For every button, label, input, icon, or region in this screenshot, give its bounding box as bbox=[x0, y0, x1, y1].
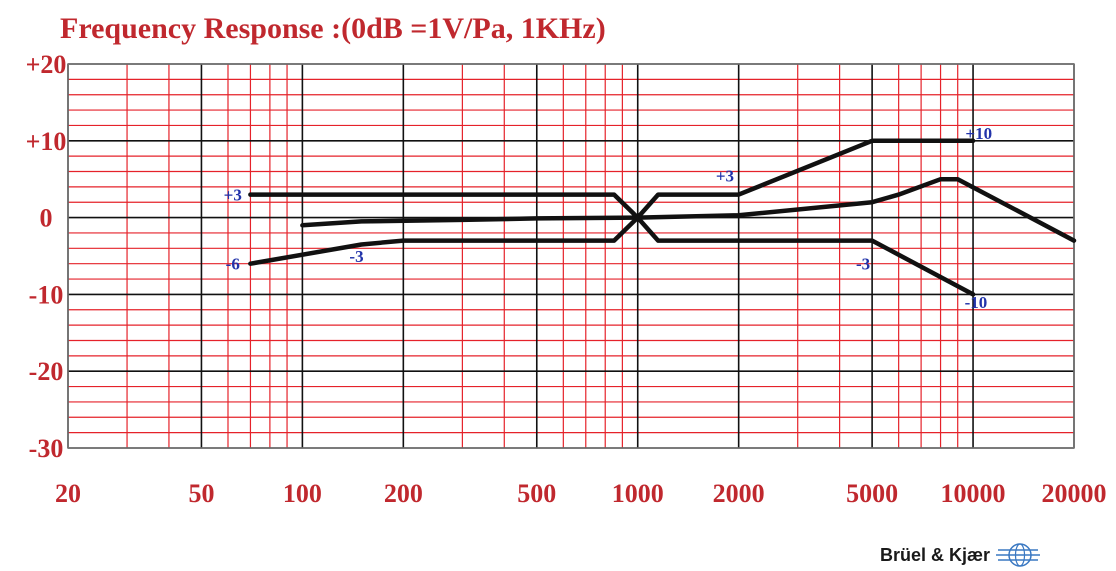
brand-name: Brüel & Kjær bbox=[880, 544, 991, 565]
x-tick-label: 10000 bbox=[941, 479, 1006, 508]
y-tick-label: +10 bbox=[26, 127, 67, 156]
x-tick-label: 100 bbox=[283, 479, 322, 508]
y-tick-label: -10 bbox=[29, 280, 64, 309]
response-curve-2 bbox=[248, 138, 976, 220]
x-tick-label: 200 bbox=[384, 479, 423, 508]
response-curve-1 bbox=[300, 176, 1077, 243]
plot-frame bbox=[67, 63, 1075, 449]
x-tick-label: 1000 bbox=[612, 479, 664, 508]
annotation-label: +10 bbox=[965, 124, 992, 143]
annotation-label: -3 bbox=[856, 255, 870, 274]
brand-logo: Brüel & Kjær bbox=[880, 542, 1041, 568]
annotation-label: -10 bbox=[965, 293, 988, 312]
y-tick-labels: +20 +10 0 -10 -20 -30 bbox=[26, 50, 67, 463]
y-tick-label: -20 bbox=[29, 357, 64, 386]
x-tick-label: 20 bbox=[55, 479, 81, 508]
x-tick-label: 500 bbox=[517, 479, 556, 508]
annotation-label: +3 bbox=[716, 166, 734, 185]
x-tick-label: 5000 bbox=[846, 479, 898, 508]
x-tick-label: 20000 bbox=[1042, 479, 1107, 508]
grid-major-lines bbox=[67, 63, 1075, 449]
y-tick-label: -30 bbox=[29, 434, 64, 463]
y-tick-label: 0 bbox=[40, 204, 53, 233]
globe-icon bbox=[996, 543, 1041, 567]
annotations: +3 -6 -3 +3 +10 -3 -10 bbox=[224, 124, 992, 312]
annotation-label: -6 bbox=[226, 255, 240, 274]
response-curves bbox=[248, 138, 1077, 297]
x-tick-labels: 20 50 100 200 500 1000 2000 5000 10000 20000 bbox=[55, 479, 1107, 508]
annotation-label: -3 bbox=[349, 247, 363, 266]
chart-title: Frequency Response :(0dB =1V/Pa, 1KHz) bbox=[60, 12, 606, 45]
response-curve-3 bbox=[248, 215, 976, 297]
grid-minor-lines bbox=[68, 64, 1074, 448]
x-tick-label: 50 bbox=[188, 479, 214, 508]
y-tick-label: +20 bbox=[26, 50, 67, 79]
x-tick-label: 2000 bbox=[713, 479, 765, 508]
annotation-label: +3 bbox=[224, 186, 242, 205]
